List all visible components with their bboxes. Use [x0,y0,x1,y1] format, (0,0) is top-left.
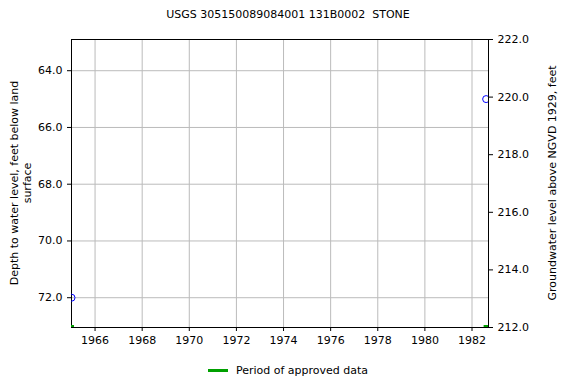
svg-text:216.0: 216.0 [498,206,530,219]
svg-text:1970: 1970 [175,334,203,347]
svg-text:70.0: 70.0 [38,234,63,247]
svg-text:1966: 1966 [81,334,109,347]
svg-text:212.0: 212.0 [498,321,530,334]
svg-text:1968: 1968 [128,334,156,347]
svg-text:1972: 1972 [222,334,250,347]
svg-text:1980: 1980 [411,334,439,347]
html-text:Period of approved data: Period of approved data [235,364,369,377]
svg-text:1982: 1982 [458,334,486,347]
svg-text:68.0: 68.0 [38,178,63,191]
svg-text:1978: 1978 [364,334,392,347]
svg-text:222.0: 222.0 [498,33,530,46]
svg-text:72.0: 72.0 [38,291,63,304]
svg-text:1976: 1976 [317,334,345,347]
svg-text:66.0: 66.0 [38,121,63,134]
svg-text:220.0: 220.0 [498,91,530,104]
html-text:USGS 305150089084001 131B0002: USGS 305150089084001 131B0002 STONE [166,8,410,21]
svg-text:218.0: 218.0 [498,148,530,161]
svg-text:Groundwater level above NGVD 1: Groundwater level above NGVD 1929, feet [546,65,559,301]
svg-text:Depth to water level, feet bel: Depth to water level, feet below landsur… [8,81,34,286]
svg-text:64.0: 64.0 [38,64,63,77]
svg-text:1974: 1974 [270,334,298,347]
svg-text:214.0: 214.0 [498,263,530,276]
